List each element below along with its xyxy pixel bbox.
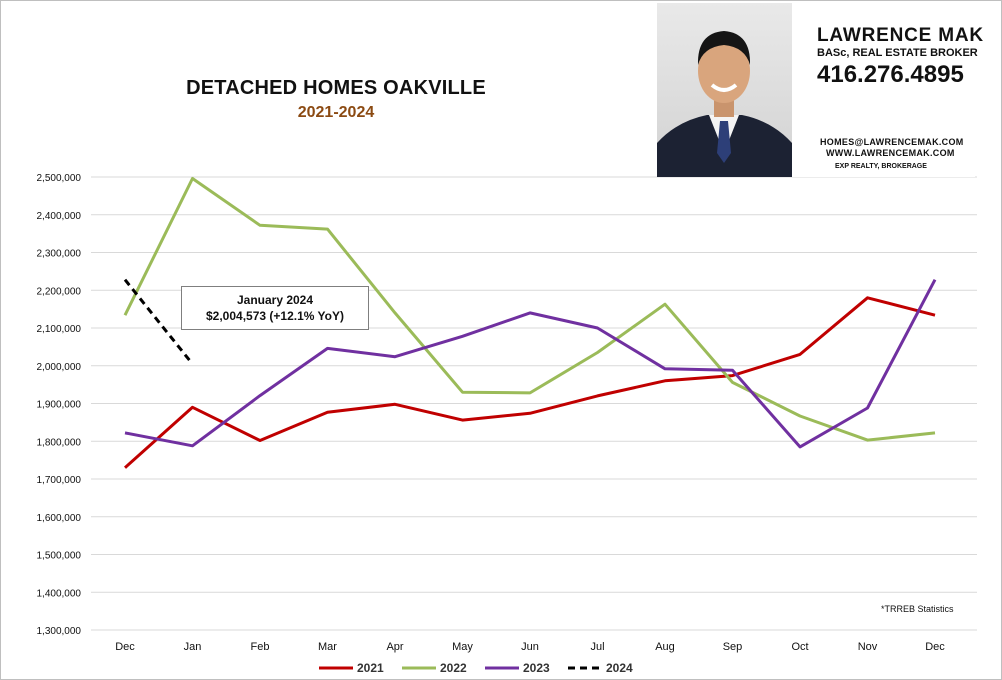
annotation-callout: January 2024 $2,004,573 (+12.1% YoY): [181, 286, 369, 330]
y-axis-tick-labels: 1,300,000 1,400,000 1,500,000 1,600,000 1,70…: [37, 173, 82, 637]
series-line-2024: [123, 278, 194, 365]
y-tick-label: 1,900,000: [37, 400, 82, 411]
x-tick-label: Aug: [655, 641, 675, 653]
x-tick-label: Dec: [925, 641, 945, 653]
y-tick-label: 1,700,000: [37, 475, 82, 486]
chart-title: DETACHED HOMES OAKVILLE: [186, 77, 486, 99]
agent-credentials: BASc, REAL ESTATE BROKER: [817, 47, 978, 59]
x-tick-label: Oct: [791, 641, 808, 653]
legend-label-2021: 2021: [357, 661, 384, 675]
y-tick-label: 2,100,000: [37, 324, 82, 335]
agent-card: LAWRENCE MAK BASc, REAL ESTATE BROKER 41…: [657, 3, 983, 177]
agent-phone: 416.276.4895: [817, 61, 964, 88]
legend: 2021 2022 2023 2024: [319, 661, 633, 675]
agent-email: HOMES@LAWRENCEMAK.COM: [820, 137, 964, 147]
agent-brokerage: EXP REALTY, BROKERAGE: [835, 163, 927, 170]
x-tick-label: Nov: [858, 641, 878, 653]
agent-website: WWW.LAWRENCEMAK.COM: [826, 148, 955, 158]
agent-name: LAWRENCE MAK: [817, 25, 984, 46]
legend-label-2023: 2023: [523, 661, 550, 675]
series-line-2023: [124, 279, 937, 449]
agent-photo: [657, 3, 792, 177]
x-tick-label: Sep: [723, 641, 743, 653]
source-note: *TRREB Statistics: [881, 604, 954, 614]
series-line-2022: [123, 177, 936, 442]
x-tick-label: Mar: [318, 641, 337, 653]
gridlines: [91, 176, 977, 631]
annotation-value: $2,004,573 (+12.1% YoY): [206, 309, 344, 323]
x-tick-label: Jul: [590, 641, 604, 653]
y-tick-label: 1,800,000: [37, 437, 82, 448]
series-lines: [123, 177, 937, 469]
chart-subtitle: 2021-2024: [297, 104, 375, 121]
legend-label-2024: 2024: [606, 661, 633, 675]
x-tick-label: Jan: [184, 641, 202, 653]
y-tick-label: 1,600,000: [37, 513, 82, 524]
x-tick-label: Dec: [115, 641, 135, 653]
y-tick-label: 1,500,000: [37, 551, 82, 562]
x-axis-tick-labels: Dec Jan Feb Mar Apr May Jun Jul Aug Sep Oct Nov Dec: [115, 641, 945, 653]
annotation-title: January 2024: [236, 293, 314, 307]
y-tick-label: 2,200,000: [37, 286, 82, 297]
y-tick-label: 2,500,000: [37, 173, 82, 184]
legend-label-2022: 2022: [440, 661, 467, 675]
x-tick-label: Apr: [386, 641, 403, 653]
series-line-2021: [123, 296, 936, 469]
x-tick-label: Feb: [251, 641, 270, 653]
y-tick-label: 2,000,000: [37, 362, 82, 373]
y-tick-label: 2,400,000: [37, 211, 82, 222]
y-tick-label: 2,300,000: [37, 249, 82, 260]
x-tick-label: May: [452, 641, 473, 653]
y-tick-label: 1,300,000: [37, 626, 82, 637]
x-tick-label: Jun: [521, 641, 539, 653]
y-tick-label: 1,400,000: [37, 588, 82, 599]
